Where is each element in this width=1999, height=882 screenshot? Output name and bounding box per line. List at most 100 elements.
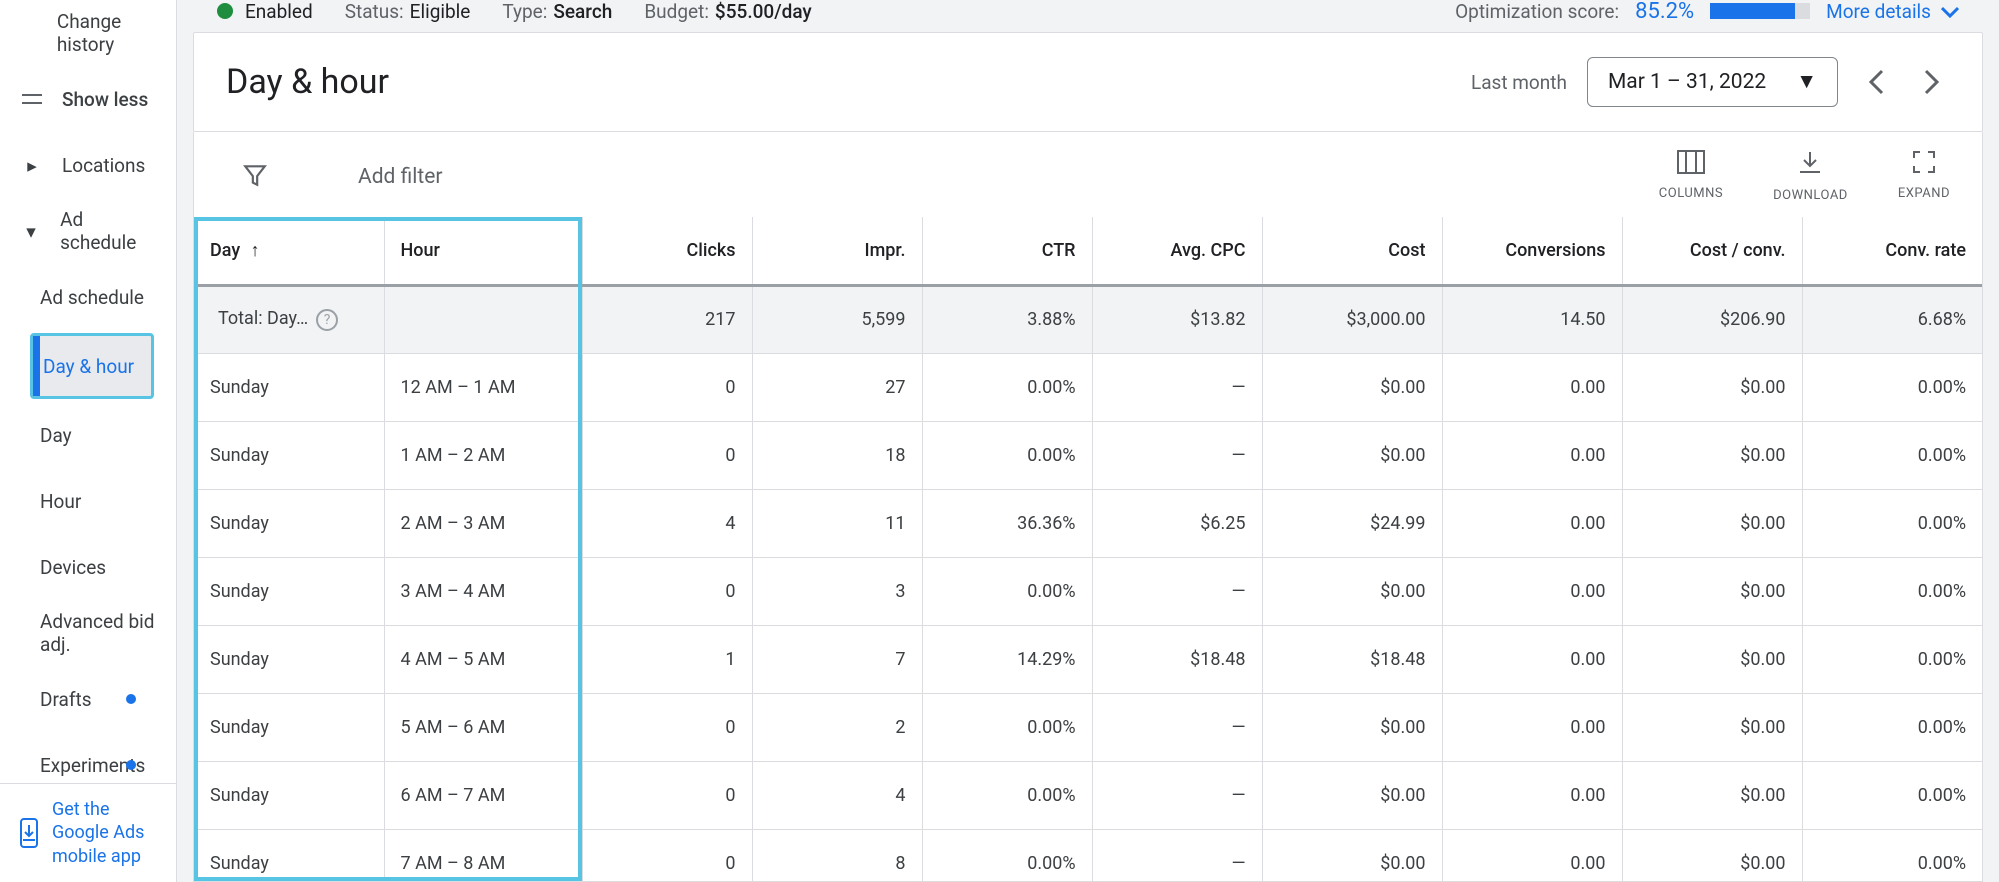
- sidebar-label: Locations: [62, 154, 145, 177]
- cell-impr: 3: [752, 557, 922, 625]
- cell-conv-rate: 0.00%: [1802, 625, 1982, 693]
- sidebar-label: Hour: [40, 490, 81, 513]
- cell-cost-conv: $0.00: [1622, 353, 1802, 421]
- cell-conv-rate: 0.00%: [1802, 353, 1982, 421]
- cell-ctr: 0.00%: [922, 829, 1092, 882]
- col-cost-conv[interactable]: Cost / conv.: [1622, 217, 1802, 285]
- prev-period-button[interactable]: [1858, 64, 1894, 100]
- table-header-row: Day ↑ Hour Clicks Impr. CTR Avg. CPC Cos…: [194, 217, 1982, 285]
- col-hour[interactable]: Hour: [384, 217, 582, 285]
- cell-conversions: 0.00: [1442, 625, 1622, 693]
- next-period-button[interactable]: [1914, 64, 1950, 100]
- cell-conv-rate: 0.00%: [1802, 489, 1982, 557]
- cell-day: Sunday: [194, 421, 384, 489]
- cell-impr: 7: [752, 625, 922, 693]
- cell-day: Sunday: [194, 557, 384, 625]
- download-button[interactable]: DOWNLOAD: [1773, 150, 1848, 203]
- sidebar-sub-day-hour[interactable]: Day & hour: [30, 333, 154, 399]
- minimize-icon: [20, 94, 44, 104]
- cell-ctr: 36.36%: [922, 489, 1092, 557]
- download-icon: [1797, 150, 1823, 180]
- sidebar: Change history Show less ▸ Locations ▾ A…: [0, 0, 177, 882]
- cell-cost: $0.00: [1262, 421, 1442, 489]
- sidebar-item-locations[interactable]: ▸ Locations: [0, 132, 176, 198]
- sidebar-sub-hour[interactable]: Hour: [0, 468, 176, 534]
- mobile-app-link[interactable]: Get the Google Ads mobile app: [52, 798, 156, 868]
- total-label-cell: Total: Day…?: [194, 285, 384, 353]
- cell-cost: $0.00: [1262, 557, 1442, 625]
- col-avg-cpc[interactable]: Avg. CPC: [1092, 217, 1262, 285]
- sidebar-sub-ad-schedule[interactable]: Ad schedule: [0, 264, 176, 330]
- sidebar-sub-drafts[interactable]: Drafts: [0, 666, 176, 732]
- cell-avg-cpc: —: [1092, 557, 1262, 625]
- col-ctr[interactable]: CTR: [922, 217, 1092, 285]
- sidebar-label: Day: [40, 424, 72, 447]
- table-row[interactable]: Sunday1 AM – 2 AM0180.00%—$0.000.00$0.00…: [194, 421, 1982, 489]
- sidebar-item-change-history[interactable]: Change history: [0, 0, 176, 66]
- cell-avg-cpc: $18.48: [1092, 625, 1262, 693]
- col-day[interactable]: Day ↑: [194, 217, 384, 285]
- total-cost: $3,000.00: [1262, 285, 1442, 353]
- date-range-picker[interactable]: Mar 1 – 31, 2022 ▼: [1587, 57, 1838, 107]
- cell-impr: 27: [752, 353, 922, 421]
- cell-cost-conv: $0.00: [1622, 693, 1802, 761]
- cell-clicks: 1: [582, 625, 752, 693]
- status-label: Status:: [345, 0, 404, 23]
- opt-score-value: 85.2%: [1635, 0, 1694, 24]
- col-conversions[interactable]: Conversions: [1442, 217, 1622, 285]
- cell-hour: 2 AM – 3 AM: [384, 489, 582, 557]
- cell-clicks: 0: [582, 829, 752, 882]
- title-card: Day & hour Last month Mar 1 – 31, 2022 ▼: [193, 32, 1983, 132]
- cell-impr: 18: [752, 421, 922, 489]
- columns-button[interactable]: COLUMNS: [1659, 150, 1723, 203]
- cell-conv-rate: 0.00%: [1802, 421, 1982, 489]
- table-row[interactable]: Sunday5 AM – 6 AM020.00%—$0.000.00$0.000…: [194, 693, 1982, 761]
- table-row[interactable]: Sunday7 AM – 8 AM080.00%—$0.000.00$0.000…: [194, 829, 1982, 882]
- table-row[interactable]: Sunday12 AM – 1 AM0270.00%—$0.000.00$0.0…: [194, 353, 1982, 421]
- sidebar-sub-devices[interactable]: Devices: [0, 534, 176, 600]
- total-conversions: 14.50: [1442, 285, 1622, 353]
- table-row[interactable]: Sunday4 AM – 5 AM1714.29%$18.48$18.480.0…: [194, 625, 1982, 693]
- sidebar-item-ad-schedule[interactable]: ▾ Ad schedule: [0, 198, 176, 264]
- cell-hour: 1 AM – 2 AM: [384, 421, 582, 489]
- cell-conversions: 0.00: [1442, 761, 1622, 829]
- col-clicks[interactable]: Clicks: [582, 217, 752, 285]
- table-row[interactable]: Sunday3 AM – 4 AM030.00%—$0.000.00$0.000…: [194, 557, 1982, 625]
- add-filter-button[interactable]: Add filter: [358, 165, 442, 189]
- table-row[interactable]: Sunday2 AM – 3 AM41136.36%$6.25$24.990.0…: [194, 489, 1982, 557]
- sidebar-mobile-app-promo[interactable]: Get the Google Ads mobile app: [0, 783, 176, 882]
- caret-down-icon: ▾: [20, 220, 42, 243]
- col-conv-rate[interactable]: Conv. rate: [1802, 217, 1982, 285]
- cell-cost-conv: $0.00: [1622, 489, 1802, 557]
- total-cost_conv: $206.90: [1622, 285, 1802, 353]
- sidebar-item-show-less[interactable]: Show less: [0, 66, 176, 132]
- col-impr[interactable]: Impr.: [752, 217, 922, 285]
- cell-cost: $24.99: [1262, 489, 1442, 557]
- cell-cost: $0.00: [1262, 353, 1442, 421]
- col-cost[interactable]: Cost: [1262, 217, 1442, 285]
- sidebar-sub-day[interactable]: Day: [0, 402, 176, 468]
- cell-impr: 2: [752, 693, 922, 761]
- sidebar-label: Ad schedule: [40, 286, 144, 309]
- table-row[interactable]: Sunday6 AM – 7 AM040.00%—$0.000.00$0.000…: [194, 761, 1982, 829]
- cell-day: Sunday: [194, 625, 384, 693]
- cell-impr: 11: [752, 489, 922, 557]
- cell-impr: 8: [752, 829, 922, 882]
- expand-icon: [1912, 150, 1936, 178]
- help-icon[interactable]: ?: [316, 309, 338, 331]
- cell-ctr: 0.00%: [922, 353, 1092, 421]
- cell-conversions: 0.00: [1442, 353, 1622, 421]
- sidebar-sub-experiments[interactable]: Experiments: [0, 732, 176, 783]
- filter-icon[interactable]: [242, 162, 268, 192]
- more-details-link[interactable]: More details: [1826, 0, 1959, 23]
- cell-ctr: 0.00%: [922, 557, 1092, 625]
- expand-button[interactable]: EXPAND: [1898, 150, 1950, 203]
- type-value: Search: [553, 0, 612, 23]
- cell-cost: $0.00: [1262, 829, 1442, 882]
- sidebar-sub-advanced-bid[interactable]: Advanced bid adj.: [0, 600, 176, 666]
- cell-day: Sunday: [194, 489, 384, 557]
- cell-clicks: 0: [582, 557, 752, 625]
- opt-score-bar: [1710, 3, 1810, 19]
- budget-value: $55.00/day: [715, 0, 812, 23]
- sidebar-label: Devices: [40, 556, 106, 579]
